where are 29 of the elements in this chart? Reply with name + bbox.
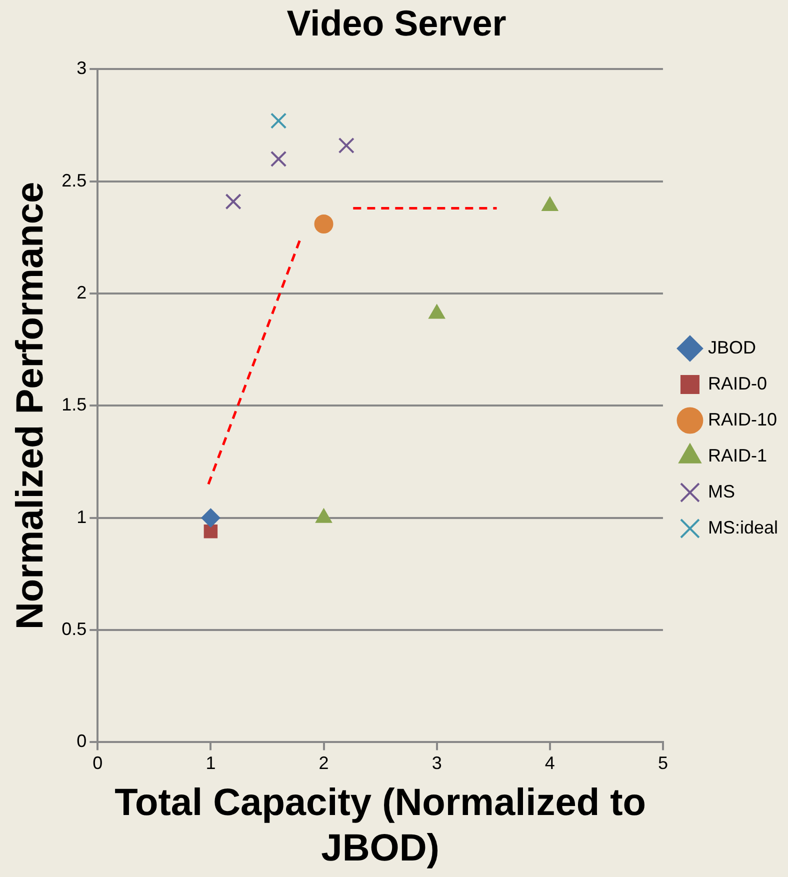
x-tick-label: 1 [206,752,216,773]
legend-label: JBOD [708,337,756,358]
point [225,193,242,210]
x-tick-label: 3 [432,752,442,773]
y-tick-label: 1 [76,506,87,527]
legend-label: MS [708,481,735,502]
point [338,137,354,154]
x-axis-title: Total Capacity (Normalized to JBOD) [114,782,646,870]
y-tick-label: 2.5 [62,170,87,190]
y-tick-label: 3 [76,58,87,78]
y-tick-label: 0.5 [62,619,87,639]
x-tick-label: 2 [318,752,329,773]
y-tick-label: 1.5 [62,394,87,415]
chart-title: Video Server [286,2,506,44]
point [270,112,287,129]
point [201,508,220,528]
x-tick-label: 5 [658,752,668,773]
legend-label: RAID-10 [708,409,777,430]
x-tick-label: 0 [92,752,103,773]
legend-label: RAID-1 [708,445,767,466]
point [314,214,334,234]
point [270,150,287,168]
point [204,524,218,538]
y-tick-label: 2 [76,282,87,302]
x-tick-label: 4 [544,752,555,773]
legend-label: RAID-0 [708,373,767,394]
y-axis-title: Normalized Performance [9,182,52,630]
y-tick-label: 0 [76,731,87,752]
legend-label: MS:ideal [708,517,778,538]
